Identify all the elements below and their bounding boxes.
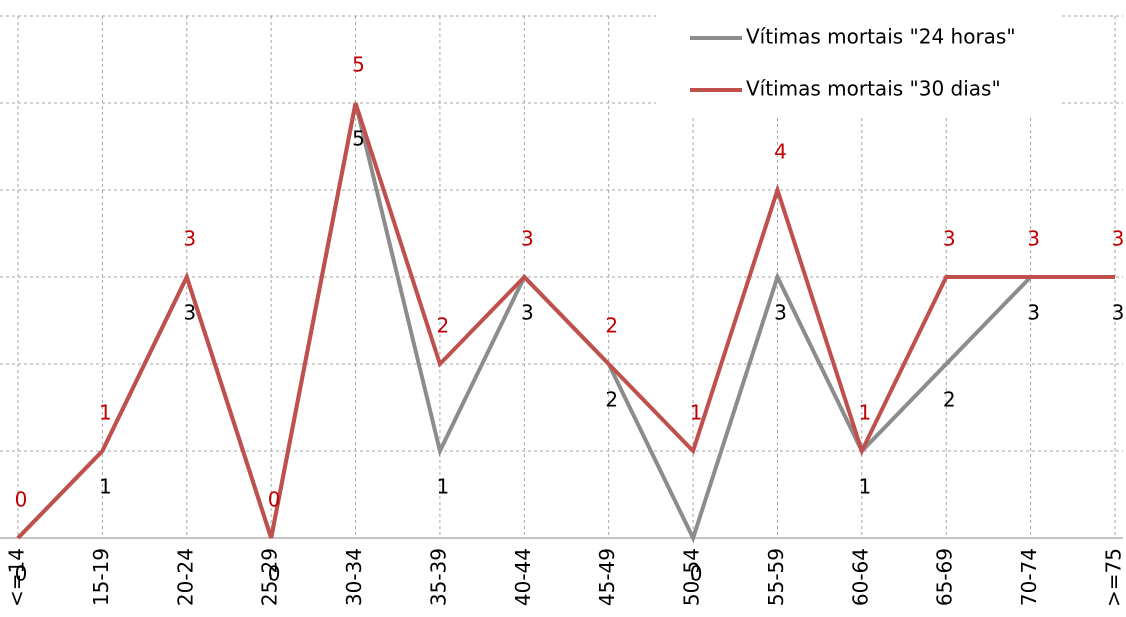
data-label: 1 — [858, 401, 871, 425]
data-label: 1 — [99, 475, 112, 499]
x-tick-label: 55-59 — [764, 548, 788, 606]
x-tick-label: 70-74 — [1017, 548, 1041, 606]
data-label: 1 — [99, 401, 112, 425]
data-label: 3 — [1027, 301, 1040, 325]
data-label: 0 — [268, 488, 281, 512]
x-tick-label: <=14 — [5, 548, 29, 607]
data-label: 2 — [605, 314, 618, 338]
data-label: 1 — [690, 401, 703, 425]
x-tick-label: 45-49 — [595, 548, 619, 606]
data-label: 2 — [943, 388, 956, 412]
data-label: 5 — [352, 53, 365, 77]
legend: Vítimas mortais "24 horas" Vítimas mortai… — [656, 0, 1062, 118]
x-tick-label: 50-54 — [680, 548, 704, 606]
data-label: 5 — [352, 127, 365, 151]
data-label: 1 — [437, 475, 450, 499]
legend-box — [656, 0, 1062, 118]
x-tick-label: 20-24 — [173, 548, 197, 606]
legend-label: Vítimas mortais "24 horas" — [746, 25, 1016, 49]
data-label: 2 — [605, 388, 618, 412]
data-label: 0 — [690, 562, 703, 586]
data-label: 0 — [268, 562, 281, 586]
x-tick-label: 60-64 — [848, 548, 872, 606]
data-label: 3 — [521, 301, 534, 325]
x-tick-label: 15-19 — [89, 548, 113, 606]
data-label: 3 — [521, 227, 534, 251]
data-label: 2 — [437, 314, 450, 338]
data-label: 4 — [774, 140, 787, 164]
data-label: 3 — [1112, 301, 1125, 325]
data-label: 0 — [15, 562, 28, 586]
x-tick-label: 35-39 — [426, 548, 450, 606]
data-label: 3 — [1027, 227, 1040, 251]
x-tick-label: 30-34 — [342, 548, 366, 606]
data-label: 1 — [858, 475, 871, 499]
data-label: 3 — [943, 227, 956, 251]
data-label: 3 — [183, 301, 196, 325]
data-label: 3 — [183, 227, 196, 251]
legend-label: Vítimas mortais "30 dias" — [746, 77, 1001, 101]
series-line — [16, 102, 1115, 540]
x-tick-label: 25-29 — [258, 548, 282, 606]
x-tick-label: >=75 — [1102, 548, 1126, 607]
x-tick-label: 65-69 — [933, 548, 957, 606]
data-label: 3 — [774, 301, 787, 325]
data-label: 3 — [1112, 227, 1125, 251]
x-tick-label: 40-44 — [511, 548, 535, 606]
data-label: 0 — [15, 488, 28, 512]
